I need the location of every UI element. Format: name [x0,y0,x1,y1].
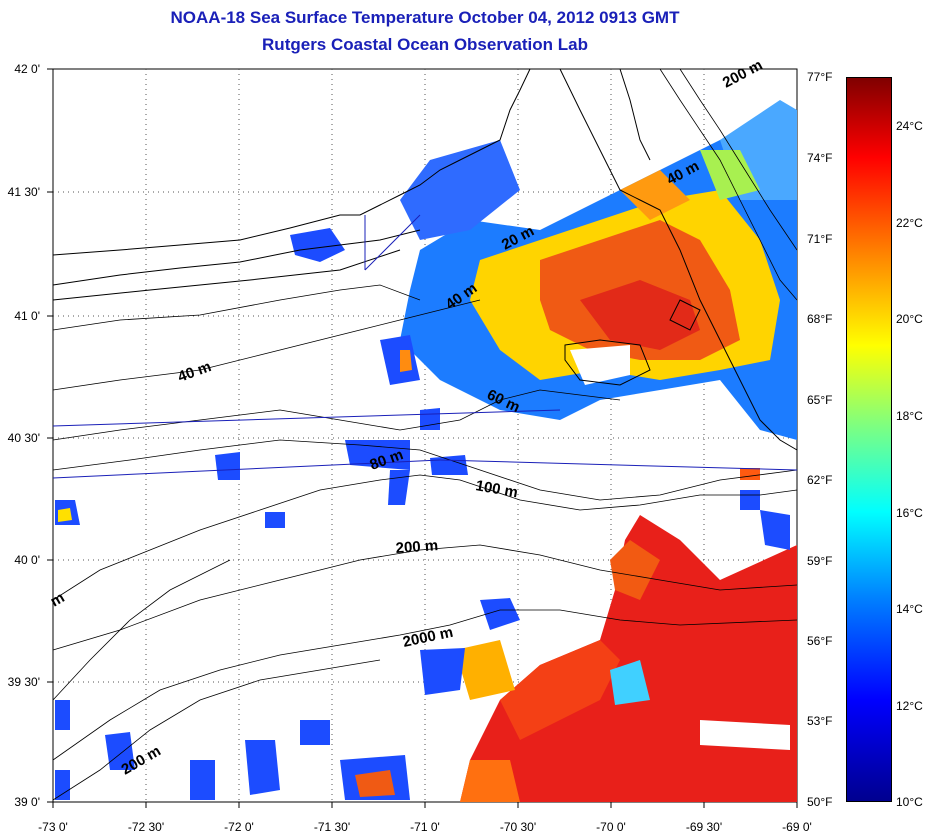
fahrenheit-label: 50°F [807,795,833,809]
coastline [52,68,798,451]
lat-label: 40 0' [14,553,40,567]
celsius-label: 24°C [896,119,923,133]
transect-lines [52,214,798,479]
lat-label: 39 0' [14,795,40,809]
map-title: NOAA-18 Sea Surface Temperature October … [170,8,680,27]
warm-water-mass [455,515,797,802]
fahrenheit-label: 59°F [807,554,833,568]
fahrenheit-label: 56°F [807,634,833,648]
fahrenheit-label: 62°F [807,473,833,487]
axis-ticks [47,68,798,808]
fahrenheit-label: 68°F [807,312,833,326]
scattered-warm-patches [58,350,760,797]
lon-label: -71 30' [313,820,351,834]
lon-label: -69 30' [685,820,723,834]
celsius-label: 18°C [896,409,923,423]
lon-label: -72 0' [224,820,254,834]
lon-label: -71 0' [410,820,440,834]
celsius-label: 20°C [896,312,923,326]
lon-label: -73 0' [38,820,68,834]
fahrenheit-label: 53°F [807,714,833,728]
lon-label: -69 0' [782,820,812,834]
celsius-label: 14°C [896,602,923,616]
lat-label: 39 30' [7,675,40,689]
lon-label: -72 30' [127,820,165,834]
temperature-colorbar [846,77,892,802]
celsius-label: 22°C [896,216,923,230]
lon-label: -70 30' [499,820,537,834]
celsius-label: 12°C [896,699,923,713]
fahrenheit-label: 74°F [807,151,833,165]
lat-label: 41 30' [7,185,40,199]
map-subtitle: Rutgers Coastal Ocean Observation Lab [262,35,588,54]
celsius-label: 10°C [896,795,923,809]
celsius-label: 16°C [896,506,923,520]
lat-label: 40 30' [7,431,40,445]
bathymetry-contours [52,68,798,801]
fahrenheit-label: 71°F [807,232,833,246]
fahrenheit-label: 77°F [807,70,833,84]
contour-label: 200 m [395,537,439,557]
lat-label: 41 0' [14,309,40,323]
lat-label: 42 0' [14,62,40,76]
lon-label: -70 0' [596,820,626,834]
northern-water-mass [400,100,797,440]
fahrenheit-label: 65°F [807,393,833,407]
